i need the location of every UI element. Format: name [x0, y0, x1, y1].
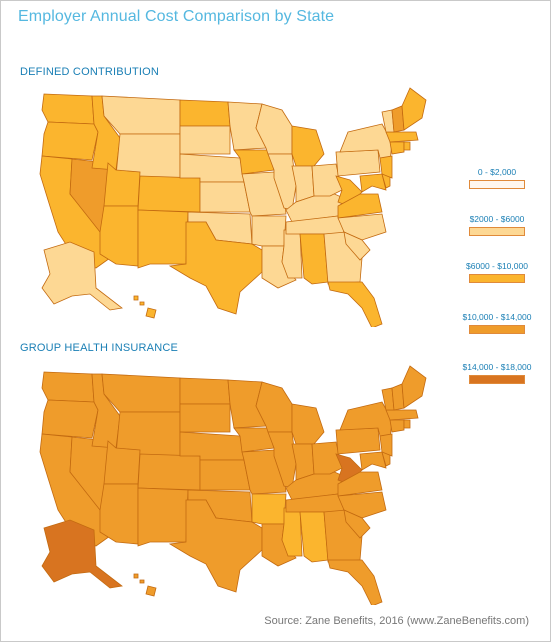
- state-pa: [335, 427, 381, 455]
- state-hi: [145, 307, 157, 319]
- state-tx: [168, 221, 263, 315]
- state-md: [359, 173, 387, 193]
- state-al: [299, 233, 329, 285]
- state-ks: [199, 181, 251, 213]
- state-sd: [179, 125, 231, 155]
- state-nj: [379, 433, 393, 457]
- legend-swatch-1: [469, 227, 525, 236]
- state-wa: [41, 371, 95, 403]
- state-pa: [335, 149, 381, 177]
- state-oh: [311, 441, 343, 475]
- state-ma: [385, 409, 419, 421]
- state-me: [401, 87, 427, 131]
- map-title-group-health-insurance: GROUP HEALTH INSURANCE: [20, 342, 179, 354]
- state-mi: [291, 125, 325, 167]
- state-mi: [291, 403, 325, 445]
- state-in: [291, 165, 315, 203]
- map-title-defined-contribution: DEFINED CONTRIBUTION: [20, 66, 160, 78]
- state-az: [99, 205, 139, 267]
- state-hi-island-0: [133, 295, 139, 301]
- map-group-health-insurance: [39, 365, 427, 605]
- state-ct: [389, 141, 405, 155]
- state-in: [291, 443, 315, 481]
- state-hi-island-1: [139, 579, 145, 584]
- state-mt: [101, 373, 181, 413]
- state-me: [401, 365, 427, 409]
- state-sc: [343, 231, 371, 261]
- legend-swatch-3: [469, 325, 525, 334]
- state-ak: [41, 241, 123, 311]
- state-or: [41, 399, 99, 439]
- state-ar: [251, 493, 287, 525]
- legend-item-3: $10,000 - $14,000: [462, 312, 532, 334]
- state-nc: [337, 213, 387, 241]
- state-va: [337, 193, 383, 219]
- legend-label-4: $14,000 - $18,000: [462, 362, 532, 372]
- state-ne: [179, 431, 245, 461]
- state-or: [41, 121, 99, 161]
- state-ma: [385, 131, 419, 143]
- state-ar: [251, 215, 287, 247]
- legend-item-0: 0 - $2,000: [468, 167, 526, 189]
- state-ms: [281, 229, 303, 279]
- state-ia: [233, 427, 275, 453]
- state-va: [337, 471, 383, 497]
- state-ak: [41, 519, 123, 589]
- state-az: [99, 483, 139, 545]
- state-ri: [403, 419, 411, 429]
- state-ks: [199, 459, 251, 491]
- state-nc: [337, 491, 387, 519]
- state-co: [137, 453, 201, 491]
- source-note: Source: Zane Benefits, 2016 (www.ZaneBen…: [264, 615, 529, 627]
- legend-swatch-2: [469, 274, 525, 283]
- state-md: [359, 451, 387, 471]
- chart-title: Employer Annual Cost Comparison by State: [18, 8, 335, 25]
- state-hi-island-0: [133, 573, 139, 579]
- state-ne: [179, 153, 245, 183]
- state-sc: [343, 509, 371, 539]
- state-sd: [179, 403, 231, 433]
- state-fl: [327, 559, 383, 605]
- legend-item-4: $14,000 - $18,000: [462, 362, 532, 384]
- legend-label-2: $6000 - $10,000: [466, 261, 528, 271]
- map-defined-contribution: [39, 87, 427, 327]
- state-co: [137, 175, 201, 213]
- state-tx: [168, 499, 263, 593]
- legend-item-1: $2000 - $6000: [468, 214, 526, 236]
- legend-swatch-4: [469, 375, 525, 384]
- state-nd: [179, 99, 231, 127]
- state-ri: [403, 141, 411, 151]
- legend-label-3: $10,000 - $14,000: [462, 312, 532, 322]
- state-hi: [145, 585, 157, 597]
- state-mt: [101, 95, 181, 135]
- state-oh: [311, 163, 343, 197]
- state-nd: [179, 377, 231, 405]
- state-nm: [137, 209, 189, 269]
- state-fl: [327, 281, 383, 327]
- state-ia: [233, 149, 275, 175]
- legend-swatch-0: [469, 180, 525, 189]
- state-hi-island-1: [139, 301, 145, 306]
- legend-label-0: 0 - $2,000: [477, 167, 517, 177]
- state-ct: [389, 419, 405, 433]
- state-al: [299, 511, 329, 563]
- state-ms: [281, 507, 303, 557]
- legend-item-2: $6000 - $10,000: [466, 261, 528, 283]
- state-nm: [137, 487, 189, 547]
- state-nj: [379, 155, 393, 179]
- legend-label-1: $2000 - $6000: [469, 214, 525, 224]
- state-wa: [41, 93, 95, 125]
